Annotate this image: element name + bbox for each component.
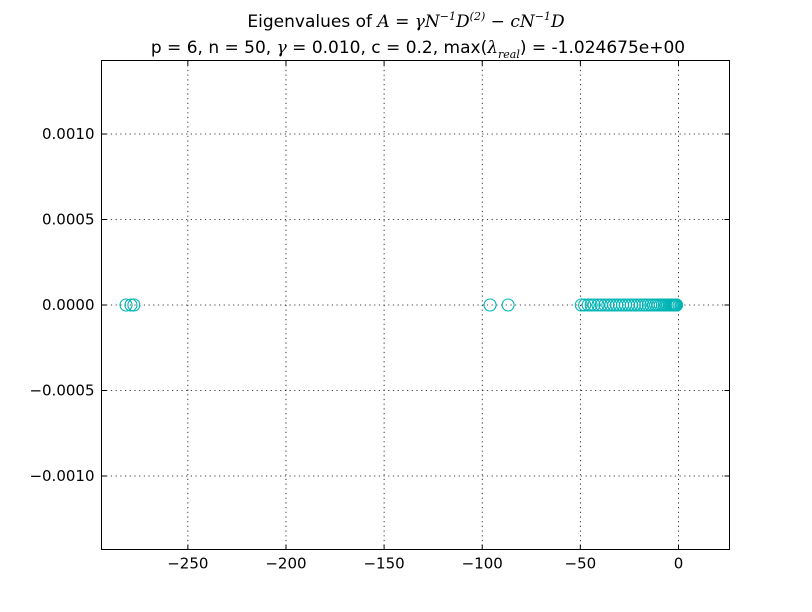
eigenvalue-point [591, 298, 605, 312]
title-math-order2: (2) [470, 10, 486, 23]
title-params-rest: = 0.010, c = 0.2, max( [287, 38, 487, 58]
title-params: p = 6, n = 50, [151, 38, 277, 58]
eigenvalue-point [124, 298, 138, 312]
title-math-inv1: −1 [440, 10, 456, 23]
title-math-minus: − [485, 12, 510, 32]
eigenvalue-point [669, 298, 684, 312]
chart-title-line-2: p = 6, n = 50, γ = 0.010, c = 0.2, max(λ… [151, 38, 685, 61]
title-lambda-subscript: real [498, 48, 520, 61]
eigenvalue-point [501, 298, 515, 312]
title-math-c: c [510, 12, 520, 32]
eigenvalue-point [630, 298, 644, 312]
y-tick-label: 0.0000 [42, 296, 95, 314]
title-prefix: Eigenvalues of [247, 12, 377, 32]
eigenvalue-point [119, 298, 133, 312]
title-math-N1: N [424, 12, 441, 32]
title-math-eq: = [390, 12, 415, 32]
chart-title-line-1: Eigenvalues of A = γN−1D(2) − cN−1D [247, 10, 565, 32]
y-tick-label: −0.0005 [29, 381, 94, 399]
eigenvalue-point [627, 298, 641, 312]
title-gamma: γ [277, 38, 288, 58]
eigenvalue-point [587, 298, 601, 312]
x-tick-label: −150 [363, 555, 404, 573]
eigenvalue-point [483, 298, 497, 312]
data-points [119, 298, 684, 312]
eigenvalue-point [581, 298, 595, 312]
y-tick-label: 0.0010 [42, 125, 95, 143]
x-tick-label: −50 [565, 555, 597, 573]
eigenvalue-point [574, 298, 588, 312]
title-max-value: ) = -1.024675e+00 [520, 38, 685, 58]
title-math-D1: D [455, 12, 470, 32]
eigenvalue-point [584, 298, 598, 312]
y-tick-label: −0.0010 [29, 467, 94, 485]
x-tick-label: −250 [167, 555, 208, 573]
x-tick-label: −200 [265, 555, 306, 573]
x-tick-label: 0 [674, 555, 684, 573]
title-math-A: A [375, 12, 389, 32]
title-math-D2: D [550, 12, 565, 32]
title-math-N2: N [519, 12, 536, 32]
title-lambda: λ [486, 38, 498, 58]
axis-ticks [101, 60, 730, 550]
eigenvalue-point [578, 298, 592, 312]
title-math-inv2: −1 [535, 10, 551, 23]
eigenvalue-point [633, 298, 647, 312]
eigenvalue-point [127, 298, 141, 312]
y-tick-label: 0.0005 [42, 211, 95, 229]
title-math-gamma: γ [415, 12, 426, 32]
tick-labels: −250 −200 −150 −100 −50 0 0.0010 0.0005 0.0000 −0… [29, 125, 683, 572]
axes-frame [101, 60, 730, 550]
x-tick-label: −100 [462, 555, 503, 573]
